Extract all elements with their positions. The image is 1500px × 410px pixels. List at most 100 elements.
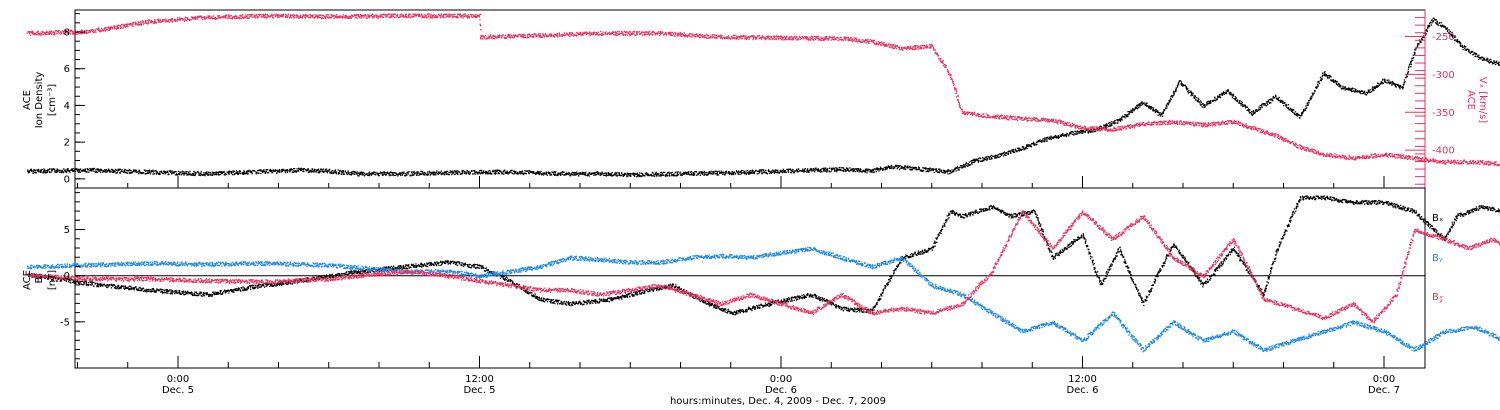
data-point <box>363 172 365 174</box>
data-point <box>714 170 717 172</box>
data-point <box>161 172 163 174</box>
data-point <box>373 171 376 174</box>
data-point <box>1157 114 1159 116</box>
data-point <box>326 170 329 173</box>
data-point <box>997 156 999 159</box>
data-point <box>65 171 68 174</box>
data-point <box>401 171 403 173</box>
data-point <box>603 172 605 174</box>
data-point <box>202 174 204 176</box>
data-point <box>454 171 456 173</box>
data-point <box>701 171 703 173</box>
data-point <box>1351 87 1354 89</box>
data-point <box>39 170 41 172</box>
data-point <box>961 165 963 167</box>
data-point <box>593 174 595 176</box>
data-point <box>442 172 444 174</box>
data-point <box>1350 89 1353 91</box>
data-point <box>250 172 252 174</box>
data-point <box>1328 74 1330 77</box>
data-point <box>699 174 701 176</box>
data-point <box>201 174 203 176</box>
data-point <box>567 173 570 176</box>
data-point <box>52 169 54 171</box>
data-point <box>461 173 463 175</box>
data-point <box>697 173 699 175</box>
data-point <box>148 169 151 171</box>
data-point <box>738 170 740 172</box>
data-point <box>1162 112 1164 114</box>
data-point <box>455 172 457 174</box>
data-point <box>32 170 34 172</box>
data-point <box>891 167 893 169</box>
data-point <box>564 174 566 176</box>
data-point <box>38 168 40 171</box>
data-point <box>497 169 499 171</box>
data-point <box>326 170 328 172</box>
data-point <box>153 173 155 175</box>
data-point <box>480 172 482 174</box>
data-point <box>344 171 346 173</box>
data-point <box>267 172 270 174</box>
data-point <box>323 171 325 173</box>
data-point <box>115 172 117 174</box>
data-point <box>772 171 774 173</box>
data-point <box>183 174 185 176</box>
data-point <box>854 170 856 173</box>
data-point <box>688 174 691 176</box>
data-point <box>629 174 631 176</box>
data-point <box>1406 75 1408 78</box>
data-point <box>462 172 464 174</box>
data-point <box>648 174 650 177</box>
data-point <box>228 170 231 172</box>
data-point <box>1384 78 1386 80</box>
data-point <box>1492 63 1494 65</box>
data-point <box>481 172 483 174</box>
data-point <box>1312 92 1314 95</box>
data-point <box>127 172 129 174</box>
data-point <box>1476 53 1478 55</box>
data-point <box>1196 97 1198 99</box>
data-point <box>1259 107 1261 109</box>
data-point <box>378 174 380 177</box>
data-point <box>902 166 904 168</box>
data-point <box>1175 88 1177 90</box>
data-point <box>641 175 643 177</box>
data-point <box>376 173 378 175</box>
data-point <box>317 168 320 170</box>
data-point <box>681 174 683 176</box>
data-point <box>164 173 166 175</box>
data-point <box>1033 141 1035 143</box>
data-point <box>317 172 320 174</box>
data-point <box>506 171 508 173</box>
data-point <box>281 170 284 172</box>
data-point <box>503 170 506 172</box>
data-point <box>708 172 711 174</box>
data-point <box>444 171 446 173</box>
data-point <box>253 170 256 172</box>
data-point <box>707 173 710 175</box>
data-point <box>503 169 506 171</box>
data-point <box>283 169 285 172</box>
data-point <box>815 167 817 169</box>
data-point <box>31 170 33 172</box>
data-point <box>1324 73 1327 75</box>
data-point <box>1480 57 1482 60</box>
data-point <box>716 173 719 175</box>
data-point <box>594 171 596 174</box>
data-point <box>351 173 353 175</box>
data-point <box>1395 86 1397 88</box>
data-point <box>314 169 316 171</box>
data-point <box>186 170 188 173</box>
data-point <box>263 169 265 171</box>
data-point <box>1372 89 1374 91</box>
data-point <box>86 171 88 173</box>
data-point <box>134 171 136 173</box>
data-point <box>984 158 986 160</box>
data-point <box>633 173 635 175</box>
data-point <box>311 168 313 170</box>
data-point <box>181 172 183 174</box>
data-point <box>745 170 747 172</box>
data-point <box>655 175 657 177</box>
data-point <box>708 171 711 173</box>
